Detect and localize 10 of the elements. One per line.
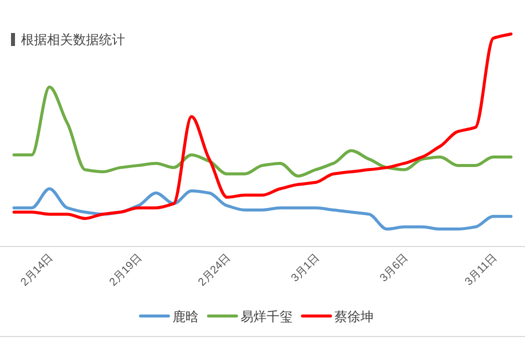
- x-tick-label: 2月14日: [18, 252, 56, 289]
- legend-label: 鹿晗: [172, 309, 198, 324]
- x-tick-label: 2月19日: [107, 252, 144, 289]
- x-tick-label: 2月24日: [196, 252, 234, 289]
- x-tick-label: 3月1日: [289, 252, 322, 284]
- title: 根据相关数据统计: [11, 32, 125, 47]
- legend-label: 易烊千玺: [240, 309, 292, 324]
- legend-label: 蔡徐坤: [334, 309, 374, 324]
- x-tick-label: 3月11日: [462, 252, 500, 288]
- x-tick-label: 3月6日: [378, 252, 411, 284]
